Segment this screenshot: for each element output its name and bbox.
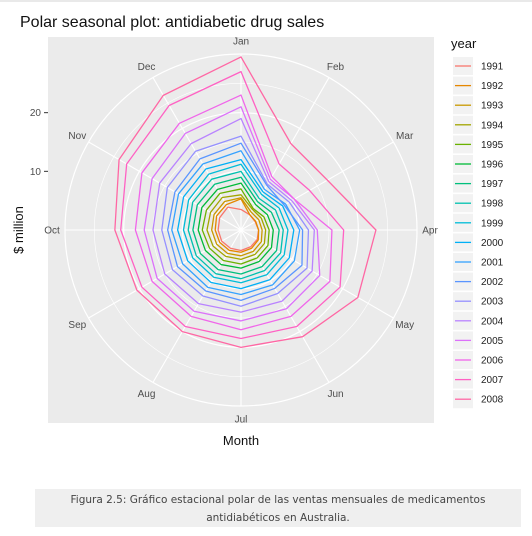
- legend-label: 1991: [481, 62, 504, 73]
- legend-item-1999: 1999: [453, 213, 504, 232]
- series-line-1994: [206, 194, 267, 260]
- legend-label: 1993: [481, 101, 504, 112]
- series-line-2002: [167, 142, 304, 302]
- legend-item-1992: 1992: [453, 76, 504, 95]
- grid-spoke: [88, 141, 242, 231]
- figure-caption: Figura 2.5: Gráfico estacional polar de …: [35, 489, 521, 527]
- legend-title: year: [451, 36, 477, 51]
- legend-label: 1996: [481, 160, 504, 171]
- legend-label: 2007: [481, 375, 504, 386]
- top-divider: [0, 0, 532, 2]
- legend-item-1994: 1994: [453, 115, 504, 134]
- legend-label: 1994: [481, 120, 504, 131]
- chart-title: Polar seasonal plot: antidiabetic drug s…: [20, 14, 324, 31]
- polar-chart: Polar seasonal plot: antidiabetic drug s…: [11, 14, 504, 448]
- month-label-aug: Aug: [138, 389, 156, 400]
- legend-label: 2008: [481, 395, 504, 406]
- series-line-2007: [120, 70, 345, 340]
- legend-item-1996: 1996: [453, 155, 504, 173]
- legend-label: 2005: [481, 336, 504, 347]
- grid-spoke: [152, 229, 242, 383]
- series-line-2000: [176, 158, 295, 290]
- series-line-1993: [211, 197, 263, 257]
- legend-item-2007: 2007: [453, 370, 504, 389]
- legend-item-1998: 1998: [453, 194, 504, 213]
- grid-spoke: [240, 141, 394, 231]
- month-label-dec: Dec: [138, 62, 156, 73]
- series-lines: [114, 56, 377, 348]
- series-line-1999: [182, 163, 289, 284]
- legend-label: 1999: [481, 218, 504, 229]
- series-line-2001: [171, 150, 301, 296]
- month-label-sep: Sep: [68, 320, 86, 331]
- legend-item-2006: 2006: [453, 351, 504, 369]
- legend-label: 1998: [481, 199, 504, 210]
- legend-label: 2002: [481, 277, 504, 288]
- month-label-apr: Apr: [422, 226, 438, 237]
- month-label-nov: Nov: [68, 131, 86, 142]
- series-line-1995: [201, 188, 270, 265]
- tick-label: 20: [30, 108, 42, 119]
- legend-label: 1995: [481, 140, 504, 151]
- legend-item-2005: 2005: [453, 331, 504, 350]
- legend: year 1991 1992 1993 1994 1995 1996 1997 1998 199…: [451, 36, 504, 409]
- legend-label: 2004: [481, 316, 504, 327]
- legend-label: 2000: [481, 238, 504, 249]
- series-line-1997: [192, 176, 280, 275]
- month-label-may: May: [395, 320, 414, 331]
- grid-spoke: [240, 229, 394, 319]
- radial-axis-ticks: 10 20: [30, 108, 48, 178]
- y-axis-title: $ million: [11, 206, 26, 254]
- series-line-2004: [152, 117, 315, 313]
- series-line-2003: [161, 135, 310, 307]
- month-label-oct: Oct: [44, 226, 60, 237]
- month-label-jan: Jan: [233, 37, 249, 48]
- legend-label: 1992: [481, 81, 504, 92]
- legend-label: 2006: [481, 356, 504, 367]
- month-label-jul: Jul: [235, 415, 248, 426]
- legend-item-1991: 1991: [453, 57, 504, 75]
- legend-item-2001: 2001: [453, 253, 504, 271]
- legend-item-1997: 1997: [453, 174, 504, 193]
- legend-item-2003: 2003: [453, 292, 504, 311]
- month-label-jun: Jun: [327, 389, 343, 400]
- series-line-1998: [187, 170, 284, 280]
- legend-label: 1997: [481, 179, 504, 190]
- grid-spoke: [240, 229, 330, 383]
- legend-item-2008: 2008: [453, 390, 504, 409]
- month-label-feb: Feb: [327, 62, 345, 73]
- month-labels: Jan Feb Mar Apr May Jun Jul Aug Sep Oct Nov Dec: [44, 37, 438, 426]
- tick-label: 10: [30, 167, 42, 178]
- series-line-1992: [214, 198, 260, 253]
- legend-item-1995: 1995: [453, 135, 504, 154]
- series-line-2008: [114, 56, 377, 348]
- legend-item-2002: 2002: [453, 272, 504, 291]
- series-line-1996: [197, 182, 274, 269]
- series-line-2006: [134, 94, 333, 331]
- legend-label: 2003: [481, 297, 504, 308]
- legend-label: 2001: [481, 258, 504, 269]
- legend-item-1993: 1993: [453, 96, 504, 115]
- legend-item-2000: 2000: [453, 233, 504, 252]
- month-label-mar: Mar: [396, 131, 414, 142]
- x-axis-title: Month: [223, 433, 259, 448]
- legend-item-2004: 2004: [453, 311, 504, 330]
